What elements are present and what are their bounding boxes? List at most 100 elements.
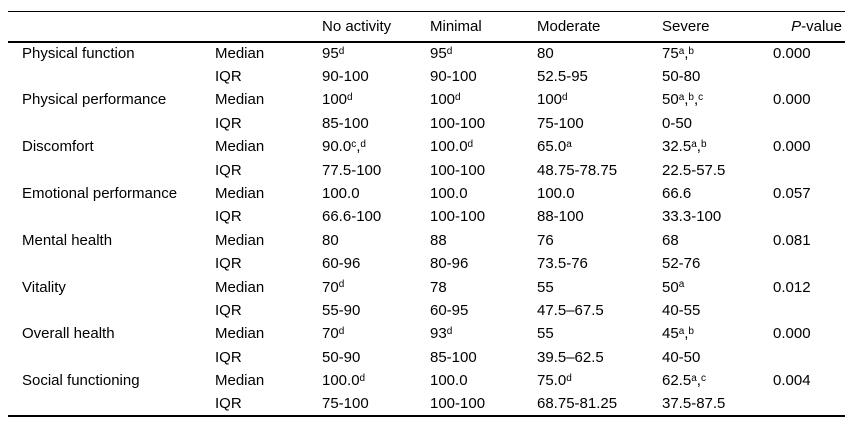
cell-stat-label: IQR	[215, 395, 242, 413]
cell-minimal: 100-100	[430, 395, 486, 413]
header-minimal: Minimal	[430, 17, 482, 35]
header-empty-label	[8, 12, 201, 42]
header-moderate: Moderate	[537, 17, 601, 35]
cell-minimal: 95d	[430, 45, 453, 63]
cell-stat-label: IQR	[215, 301, 242, 319]
cell-row-label	[8, 112, 201, 135]
cell-stat-label: IQR	[215, 348, 242, 366]
cell-severe: 75a,b	[662, 45, 694, 63]
cell-severe: 62.5a,c	[662, 372, 706, 390]
cell-moderate: 88-100	[537, 208, 584, 226]
cell-stat-label: Median	[215, 278, 265, 296]
cell-p-value: 0.000	[773, 91, 811, 109]
paper-table-container: No activity Minimal Moderate Severe P-va…	[8, 11, 846, 417]
cell-no-activity: 100d	[322, 91, 353, 109]
cell-no-activity: 80	[322, 231, 339, 249]
cell-row-label	[8, 392, 201, 415]
table-row: IQR 50-90 85-100 39.5–62.5 40-50	[8, 346, 845, 369]
cell-moderate: 75-100	[537, 114, 584, 132]
cell-p-value	[759, 205, 845, 228]
cell-moderate: 68.75-81.25	[537, 395, 618, 413]
cell-no-activity: 66.6-100	[322, 208, 382, 226]
cell-minimal: 80-96	[430, 255, 469, 273]
cell-moderate: 55	[537, 325, 554, 343]
cell-row-label	[8, 252, 201, 275]
table-row: Social functioning Median 100.0d 100.0 75.0d…	[8, 369, 845, 392]
cell-p-value: 0.004	[773, 372, 811, 390]
cell-minimal: 100.0d	[430, 138, 474, 156]
cell-row-label: Overall health	[22, 325, 115, 343]
table-row: IQR 77.5-100 100-100 48.75-78.75 22.5-57.5	[8, 158, 845, 181]
cell-severe: 40-50	[662, 348, 701, 366]
cell-severe: 0-50	[662, 114, 693, 132]
table-row: Physical performance Median 100d 100d 100d 50…	[8, 88, 845, 111]
cell-moderate: 76	[537, 231, 554, 249]
cell-stat-label: Median	[215, 185, 265, 203]
table-row: IQR 85-100 100-100 75-100 0-50	[8, 112, 845, 135]
cell-no-activity: 90-100	[322, 68, 369, 86]
cell-row-label	[8, 65, 201, 88]
cell-moderate: 65.0a	[537, 138, 572, 156]
cell-severe: 50-80	[662, 68, 701, 86]
cell-no-activity: 85-100	[322, 114, 369, 132]
cell-row-label: Emotional performance	[22, 185, 178, 203]
cell-p-value: 0.000	[773, 325, 811, 343]
cell-row-label: Social functioning	[22, 372, 140, 390]
cell-stat-label: IQR	[215, 161, 242, 179]
cell-no-activity: 95d	[322, 45, 345, 63]
p-value-italic-p: P	[791, 17, 802, 35]
cell-stat-label: IQR	[215, 208, 242, 226]
cell-row-label	[8, 299, 201, 322]
header-empty-stat	[201, 12, 308, 42]
cell-moderate: 48.75-78.75	[537, 161, 618, 179]
cell-p-value	[759, 252, 845, 275]
cell-no-activity: 70d	[322, 278, 345, 296]
cell-stat-label: IQR	[215, 68, 242, 86]
cell-p-value	[759, 158, 845, 181]
results-table: No activity Minimal Moderate Severe P-va…	[8, 11, 845, 417]
cell-p-value	[759, 112, 845, 135]
cell-minimal: 60-95	[430, 301, 469, 319]
cell-row-label	[8, 158, 201, 181]
cell-no-activity: 75-100	[322, 395, 369, 413]
cell-row-label: Discomfort	[22, 138, 94, 156]
table-row: IQR 66.6-100 100-100 88-100 33.3-100	[8, 205, 845, 228]
cell-row-label: Physical function	[22, 45, 135, 63]
cell-severe: 32.5a,b	[662, 138, 707, 156]
header-p-value: P-value	[759, 12, 845, 42]
cell-minimal: 78	[430, 278, 447, 296]
cell-minimal: 100-100	[430, 161, 486, 179]
cell-row-label: Vitality	[22, 278, 66, 296]
cell-severe: 66.6	[662, 185, 692, 203]
cell-no-activity: 90.0c,d	[322, 138, 366, 156]
cell-p-value: 0.081	[773, 231, 811, 249]
cell-severe: 33.3-100	[662, 208, 722, 226]
table-row: Discomfort Median 90.0c,d 100.0d 65.0a 32.5a,…	[8, 135, 845, 158]
cell-moderate: 100d	[537, 91, 568, 109]
cell-p-value	[759, 299, 845, 322]
cell-moderate: 39.5–62.5	[537, 348, 604, 366]
cell-stat-label: Median	[215, 325, 265, 343]
cell-no-activity: 77.5-100	[322, 161, 382, 179]
cell-moderate: 47.5–67.5	[537, 301, 604, 319]
table-row: Overall health Median 70d 93d 55 45a,b 0.000	[8, 322, 845, 345]
cell-minimal: 100d	[430, 91, 461, 109]
cell-no-activity: 50-90	[322, 348, 361, 366]
cell-severe: 50a	[662, 278, 685, 296]
table-row: IQR 90-100 90-100 52.5-95 50-80	[8, 65, 845, 88]
cell-row-label	[8, 205, 201, 228]
table-row: Vitality Median 70d 78 55 50a 0.012	[8, 275, 845, 298]
cell-row-label: Physical performance	[22, 91, 167, 109]
cell-row-label	[8, 346, 201, 369]
table-row: IQR 75-100 100-100 68.75-81.25 37.5-87.5	[8, 392, 845, 415]
cell-minimal: 100.0	[430, 372, 468, 390]
cell-row-label: Mental health	[22, 231, 113, 249]
table-row: IQR 55-90 60-95 47.5–67.5 40-55	[8, 299, 845, 322]
cell-severe: 52-76	[662, 255, 701, 273]
cell-severe: 22.5-57.5	[662, 161, 726, 179]
table-row: Emotional performance Median 100.0 100.0 100…	[8, 182, 845, 205]
cell-stat-label: Median	[215, 372, 265, 390]
cell-no-activity: 70d	[322, 325, 345, 343]
cell-p-value	[759, 346, 845, 369]
cell-minimal: 85-100	[430, 348, 477, 366]
